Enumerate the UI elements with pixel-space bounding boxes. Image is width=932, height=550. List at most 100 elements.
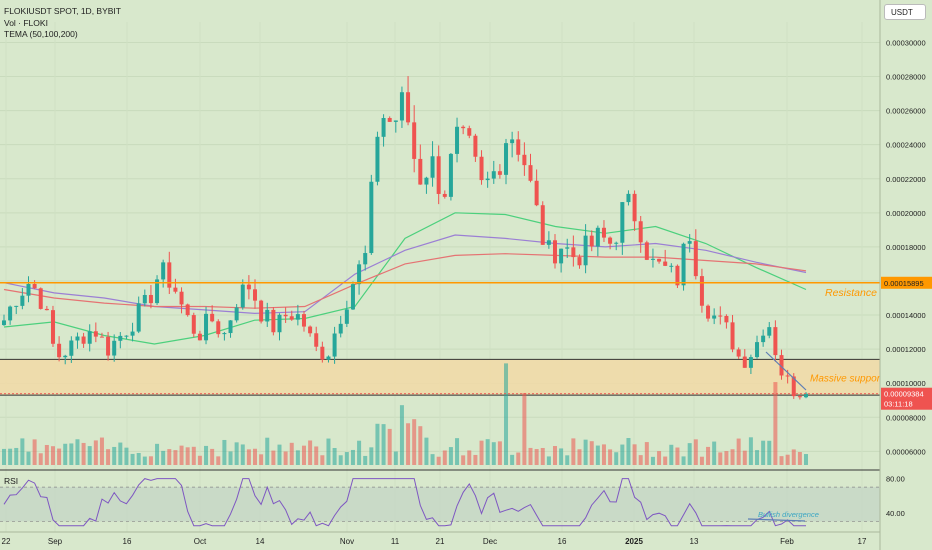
candle-body [2, 320, 6, 326]
candle-body [540, 205, 545, 245]
time-tick-label: 17 [858, 537, 867, 546]
tema-indicator-label[interactable]: TEMA (50,100,200) [4, 29, 78, 39]
volume-bar [589, 441, 594, 465]
candle-body [381, 117, 386, 137]
candle-body [626, 193, 631, 203]
candle-body [638, 221, 643, 243]
candle-body [75, 336, 80, 341]
candle-body [283, 314, 288, 317]
volume-bar [791, 449, 796, 465]
candle-body [197, 333, 202, 341]
candle-body [577, 257, 582, 266]
volume-bar [375, 423, 380, 465]
candle-body [142, 294, 147, 304]
volume-bar [240, 444, 245, 465]
volume-bar [650, 456, 655, 465]
volume-bar [93, 440, 98, 465]
candle-body [216, 321, 221, 335]
candle-body [650, 258, 655, 260]
candle-body [430, 156, 435, 178]
volume-bar [271, 450, 276, 465]
volume-indicator-label[interactable]: Vol · FLOKI [4, 17, 48, 28]
volume-bar [350, 449, 355, 465]
time-tick-label: 16 [123, 537, 132, 546]
price-axis[interactable]: 0.00030000 0.00028000 0.00026000 0.00024000… [879, 0, 932, 550]
volume-bar [718, 452, 723, 465]
price-tick-label: 0.00010000 [886, 379, 926, 388]
candle-body [130, 331, 135, 336]
candle-body [363, 253, 368, 265]
candle-body [455, 126, 460, 154]
volume-bar [332, 448, 337, 465]
volume-bar [412, 419, 417, 465]
candle-body [620, 202, 625, 243]
rsi-tick-label: 80.00 [886, 475, 905, 484]
candle-body [87, 331, 92, 344]
volume-bar [399, 405, 404, 465]
volume-bar [632, 444, 637, 465]
volume-bar [736, 438, 741, 465]
volume-bar [228, 451, 233, 465]
volume-bar [767, 440, 772, 465]
candle-body [295, 314, 300, 320]
volume-bar [577, 449, 582, 465]
candle-body [8, 306, 13, 321]
candle-body [510, 139, 515, 144]
price-tick-label: 0.00020000 [886, 209, 926, 218]
volume-bar [663, 456, 668, 465]
time-axis[interactable]: 22 Sep 16 Oct 14 Nov 11 21 Dec 16 2025 13 Feb 17 [0, 531, 880, 546]
candle-body [124, 335, 129, 337]
currency-button[interactable]: USDT [884, 4, 926, 20]
rsi-label[interactable]: RSI [4, 476, 19, 486]
volume-bar [112, 446, 117, 465]
time-tick-label: 11 [391, 537, 400, 546]
candle-body [687, 241, 692, 244]
volume-bar [63, 443, 68, 465]
volume-bar [706, 446, 711, 465]
volume-bar [620, 444, 625, 465]
price-tick-label: 0.00014000 [886, 311, 926, 320]
volume-bar [148, 456, 153, 465]
candle-body [234, 307, 239, 321]
volume-bar [344, 452, 349, 465]
volume-bar [699, 456, 704, 465]
candle-body [14, 305, 19, 307]
candle-body [565, 247, 570, 249]
candle-body [63, 355, 68, 358]
volume-bar [44, 444, 49, 465]
volume-bar [326, 438, 331, 465]
symbol-title[interactable]: FLOKIUSDT SPOT, 1D, BYBIT [4, 6, 121, 16]
candle-body [681, 243, 686, 286]
volume-bar [571, 438, 576, 465]
candle-body [467, 128, 472, 136]
volume-bar [75, 439, 80, 465]
candle-body [26, 283, 31, 296]
candle-body [797, 396, 802, 398]
candle-body [38, 288, 43, 309]
candle-body [406, 92, 411, 123]
volume-bar [724, 451, 729, 465]
candle-body [589, 235, 594, 247]
volume-bar [338, 455, 343, 465]
candle-body [375, 136, 380, 182]
candle-body [155, 279, 160, 304]
time-tick-label: Dec [483, 537, 497, 546]
volume-bar [779, 456, 784, 465]
candle-body [424, 177, 429, 185]
candle-body [118, 335, 123, 341]
price-axis-bg [880, 0, 932, 550]
volume-bar [595, 445, 600, 465]
volume-bar [448, 447, 453, 465]
candle-body [534, 180, 539, 206]
volume-bar [259, 454, 264, 465]
time-tick-label: Nov [340, 537, 354, 546]
volume-bar [308, 440, 313, 465]
candle-body [271, 309, 276, 333]
rsi-band [0, 487, 880, 522]
candle-body [748, 357, 753, 368]
candle-body [289, 316, 294, 320]
candle-body [20, 295, 25, 306]
volume-bar [99, 437, 104, 465]
candle-body [357, 264, 362, 285]
